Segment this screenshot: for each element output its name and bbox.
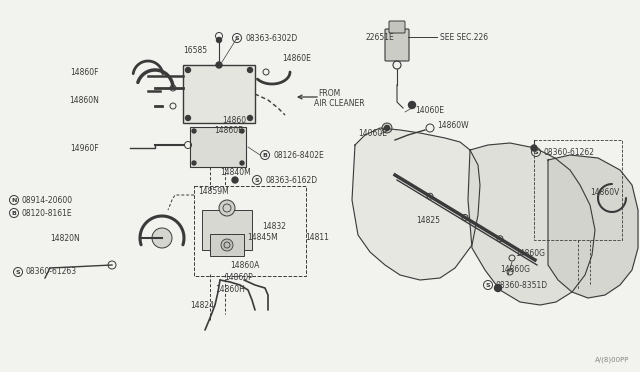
Text: 14860A: 14860A (230, 260, 259, 269)
Text: 14832: 14832 (262, 221, 286, 231)
Circle shape (221, 239, 233, 251)
Text: 14860P: 14860P (224, 273, 253, 282)
Text: 14860: 14860 (222, 115, 246, 125)
Circle shape (186, 115, 191, 121)
Circle shape (192, 161, 196, 165)
Circle shape (240, 129, 244, 133)
Text: 14811: 14811 (305, 232, 329, 241)
Text: 14960F: 14960F (70, 144, 99, 153)
Text: 08126-8402E: 08126-8402E (273, 151, 324, 160)
Text: SEE SEC.226: SEE SEC.226 (440, 32, 488, 42)
Circle shape (232, 177, 238, 183)
Circle shape (408, 102, 415, 109)
Circle shape (192, 129, 196, 133)
Text: 08360-61263: 08360-61263 (26, 267, 77, 276)
Text: 14820N: 14820N (51, 234, 80, 243)
Text: 14060E: 14060E (358, 128, 387, 138)
Circle shape (382, 123, 392, 133)
Text: S: S (16, 270, 20, 275)
Text: 14860E: 14860E (282, 54, 311, 62)
Polygon shape (352, 128, 480, 280)
Circle shape (216, 38, 221, 42)
Text: 14860G: 14860G (500, 266, 530, 275)
Text: 14824: 14824 (190, 301, 214, 310)
Circle shape (216, 62, 222, 68)
Circle shape (152, 228, 172, 248)
Text: B: B (12, 211, 17, 216)
Text: S: S (486, 283, 490, 288)
FancyBboxPatch shape (385, 29, 409, 61)
Circle shape (186, 67, 191, 73)
Text: S: S (235, 36, 239, 41)
Polygon shape (468, 143, 595, 305)
Text: 14860E: 14860E (214, 125, 243, 135)
Text: 14825: 14825 (416, 215, 440, 224)
Text: 14840M: 14840M (220, 167, 251, 176)
FancyBboxPatch shape (389, 21, 405, 33)
Circle shape (531, 145, 537, 151)
Text: 14860H: 14860H (215, 285, 245, 294)
Text: 14860G: 14860G (515, 250, 545, 259)
Text: 08120-8161E: 08120-8161E (22, 208, 72, 218)
Text: 16585: 16585 (183, 45, 207, 55)
Text: A/(8)00PP: A/(8)00PP (595, 357, 629, 363)
Text: B: B (262, 153, 268, 158)
Text: 08363-6162D: 08363-6162D (265, 176, 317, 185)
FancyBboxPatch shape (190, 127, 246, 167)
Text: 14860W: 14860W (437, 121, 468, 129)
Text: 14859M: 14859M (198, 186, 228, 196)
Text: 14060E: 14060E (415, 106, 444, 115)
Text: 08360-61262: 08360-61262 (544, 148, 595, 157)
Text: 14860N: 14860N (69, 96, 99, 105)
Text: N: N (12, 198, 17, 203)
Text: FROM: FROM (318, 89, 340, 97)
Text: 08914-20600: 08914-20600 (22, 196, 73, 205)
Text: 14860F: 14860F (70, 67, 99, 77)
Circle shape (240, 161, 244, 165)
Circle shape (248, 115, 253, 121)
Circle shape (495, 285, 502, 292)
Text: 14845M: 14845M (247, 232, 278, 241)
Text: 22651E: 22651E (365, 32, 394, 42)
FancyBboxPatch shape (210, 234, 244, 256)
Circle shape (219, 200, 235, 216)
Text: 08363-6302D: 08363-6302D (245, 33, 297, 42)
Polygon shape (548, 155, 638, 298)
Text: 08360-8351D: 08360-8351D (496, 280, 548, 289)
Text: AIR CLEANER: AIR CLEANER (314, 99, 365, 108)
Text: 14860V: 14860V (590, 187, 620, 196)
Circle shape (385, 125, 390, 131)
FancyBboxPatch shape (183, 65, 255, 123)
Text: S: S (255, 178, 259, 183)
Circle shape (248, 67, 253, 73)
Text: S: S (534, 150, 538, 155)
FancyBboxPatch shape (202, 210, 252, 250)
